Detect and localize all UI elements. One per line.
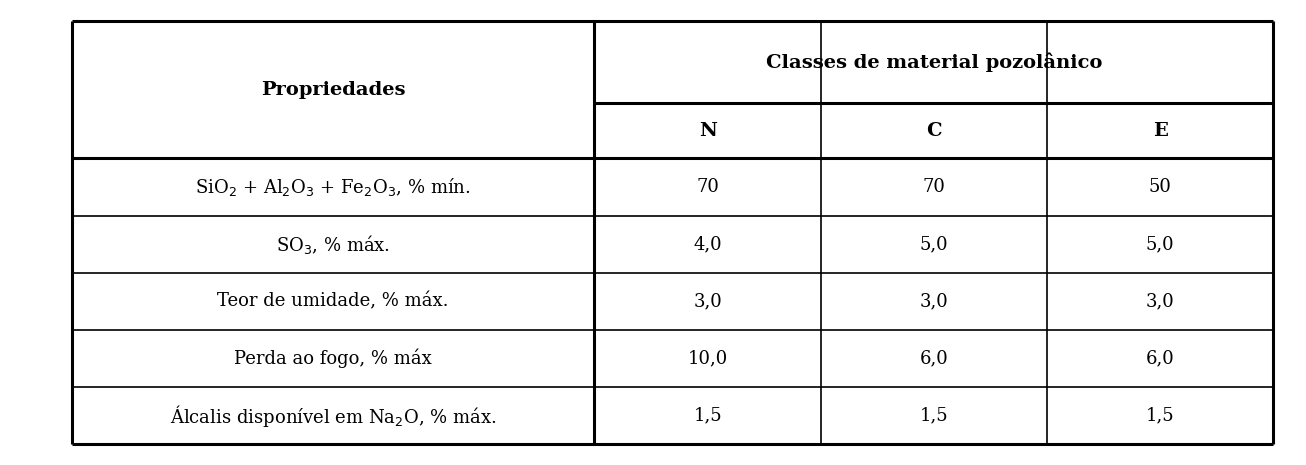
Text: 5,0: 5,0 (1145, 235, 1174, 253)
Text: 50: 50 (1149, 178, 1171, 196)
Text: SO$_3$, % máx.: SO$_3$, % máx. (276, 232, 390, 256)
Text: 1,5: 1,5 (693, 406, 722, 425)
Text: SiO$_2$ + Al$_2$O$_3$ + Fe$_2$O$_3$, % mín.: SiO$_2$ + Al$_2$O$_3$ + Fe$_2$O$_3$, % m… (196, 176, 471, 198)
Text: Propriedades: Propriedades (261, 81, 405, 99)
Text: 10,0: 10,0 (687, 349, 727, 367)
Text: E: E (1153, 122, 1168, 140)
Text: 3,0: 3,0 (1145, 292, 1174, 310)
Text: 6,0: 6,0 (1145, 349, 1174, 367)
Text: 70: 70 (696, 178, 720, 196)
Text: Perda ao fogo, % máx: Perda ao fogo, % máx (234, 349, 432, 368)
Text: 3,0: 3,0 (693, 292, 722, 310)
Text: 1,5: 1,5 (919, 406, 948, 425)
Text: Teor de umidade, % máx.: Teor de umidade, % máx. (217, 292, 449, 310)
Text: 70: 70 (922, 178, 946, 196)
Text: 1,5: 1,5 (1145, 406, 1174, 425)
Text: Classes de material pozolânico: Classes de material pozolânico (765, 53, 1102, 72)
Text: 4,0: 4,0 (693, 235, 722, 253)
Text: 3,0: 3,0 (919, 292, 948, 310)
Text: 5,0: 5,0 (919, 235, 948, 253)
Text: 6,0: 6,0 (919, 349, 948, 367)
Text: C: C (926, 122, 942, 140)
Text: N: N (699, 122, 717, 140)
Text: Álcalis disponível em Na$_2$O, % máx.: Álcalis disponível em Na$_2$O, % máx. (170, 403, 496, 429)
